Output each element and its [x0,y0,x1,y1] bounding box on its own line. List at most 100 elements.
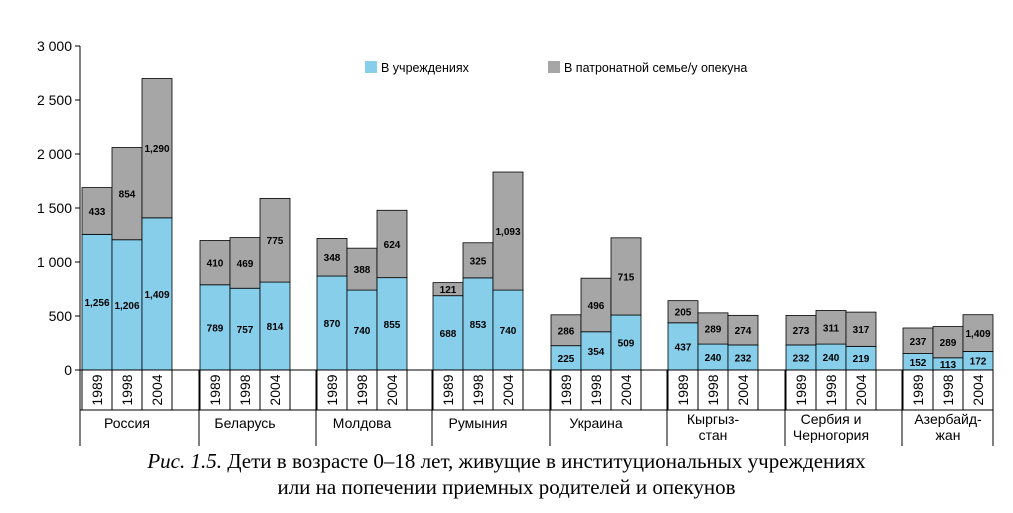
data-label-institutions: 855 [384,320,401,331]
data-label-foster: 205 [675,308,692,319]
bar-foster [962,314,994,352]
x-year-label: 1998 [823,374,839,405]
x-year-label: 2004 [853,374,869,405]
data-label-foster: 854 [119,190,136,201]
caption-label: Рис. 1.5. [147,449,222,473]
bar-institutions [492,289,524,371]
data-label-institutions: 437 [675,342,692,353]
x-group-label: Сербия и [801,411,862,427]
x-group-label: Румыния [448,415,507,431]
bar-foster [610,237,642,316]
data-label-foster: 496 [588,301,605,312]
data-label-institutions: 152 [910,358,927,369]
y-tick-label: 500 [49,308,73,324]
x-year-label: 2004 [970,374,986,405]
bar-foster [316,238,348,277]
bar-foster [580,277,612,333]
bar-institutions [316,275,348,371]
data-label-foster: 237 [910,337,927,348]
bar-foster [845,311,877,347]
data-label-institutions: 354 [588,347,605,358]
x-year-label: 2004 [618,374,634,405]
x-year-label: 2004 [500,374,516,405]
bar-foster [259,197,291,283]
data-label-institutions: 219 [853,354,870,365]
data-label-foster: 1,093 [495,227,520,238]
caption-line-1: Рис. 1.5. Дети в возрасте 0–18 лет, живу… [0,448,1013,474]
x-year-label: 1989 [440,374,456,405]
x-group-label: Азербайд- [914,411,982,427]
data-label-foster: 433 [89,207,106,218]
data-label-institutions: 1,409 [144,290,169,301]
data-label-foster: 1,290 [144,144,169,155]
bar-institutions [610,314,642,371]
x-year-label: 1998 [354,374,370,405]
bar-institutions [727,344,759,371]
legend-label-foster: В патронатной семье/у опекуна [564,61,747,75]
caption-line-2: или на попечении приемных родителей и оп… [277,475,736,499]
data-label-institutions: 688 [440,329,457,340]
y-tick-label: 0 [64,362,72,378]
x-group-label: Черногория [793,427,869,443]
bar-foster [346,247,378,291]
x-year-label: 1998 [705,374,721,405]
x-year-label: 1998 [237,374,253,405]
data-label-institutions: 232 [735,353,752,364]
data-label-foster: 317 [853,325,870,336]
x-group-label: Беларусь [214,415,275,431]
data-label-institutions: 1,206 [114,301,139,312]
x-year-label: 1998 [940,374,956,405]
data-label-institutions: 225 [558,354,575,365]
legend-swatch-foster [548,61,560,73]
data-label-institutions: 1,256 [84,298,109,309]
x-year-label: 1998 [470,374,486,405]
bar-institutions [550,345,582,371]
x-year-label: 1998 [119,374,135,405]
data-label-institutions: 240 [823,353,840,364]
data-label-institutions: 172 [970,357,987,368]
x-group-label: Молдова [333,415,392,431]
bar-foster [81,187,113,235]
data-label-foster: 311 [823,323,840,334]
y-tick-label: 2 000 [37,146,72,162]
data-label-foster: 289 [705,324,722,335]
x-year-label: 1989 [793,374,809,405]
bar-foster [229,237,261,289]
bar-foster [141,78,173,219]
bar-institutions [229,287,261,371]
x-year-label: 2004 [149,374,165,405]
x-year-label: 1989 [324,374,340,405]
x-group-label: Украина [569,415,623,431]
bar-foster [376,209,408,279]
data-label-institutions: 740 [500,326,517,337]
x-year-label: 1998 [588,374,604,405]
data-label-foster: 1,409 [965,329,990,340]
x-year-label: 1989 [207,374,223,405]
bar-institutions [785,344,817,371]
data-label-institutions: 814 [267,322,284,333]
caption-text-1: Дети в возрасте 0–18 лет, живущие в инст… [227,449,866,473]
y-tick-label: 3 000 [37,38,72,54]
figure-caption: Рис. 1.5. Дети в возрасте 0–18 лет, живу… [0,448,1013,500]
data-label-foster: 121 [440,285,457,296]
data-label-institutions: 853 [470,320,487,331]
bar-institutions [259,281,291,371]
x-year-label: 1989 [89,374,105,405]
data-label-foster: 289 [940,338,957,349]
bar-foster [111,147,143,241]
x-year-label: 2004 [384,374,400,405]
data-label-foster: 325 [470,256,487,267]
data-label-foster: 715 [618,272,635,283]
data-label-institutions: 740 [354,326,371,337]
data-label-institutions: 232 [793,353,810,364]
data-label-foster: 775 [267,236,284,247]
data-label-institutions: 757 [237,325,254,336]
data-label-institutions: 509 [618,339,635,350]
x-group-label: Россия [104,415,150,431]
bar-foster [667,300,699,324]
x-year-label: 1989 [558,374,574,405]
data-label-foster: 624 [384,240,401,251]
legend-label-institutions: В учреждениях [381,61,470,75]
data-label-foster: 469 [237,259,254,270]
